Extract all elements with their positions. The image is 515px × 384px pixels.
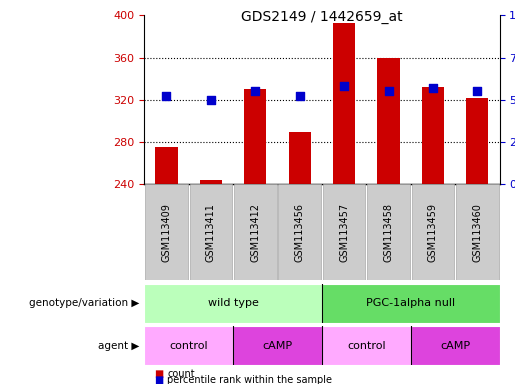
Bar <box>422 87 444 184</box>
Text: GSM113412: GSM113412 <box>250 203 260 262</box>
Bar <box>156 147 178 184</box>
Point <box>207 97 215 103</box>
Text: GSM113460: GSM113460 <box>472 203 483 262</box>
Bar <box>456 184 499 280</box>
Bar <box>200 180 222 184</box>
Bar <box>144 326 233 365</box>
Point <box>251 88 260 94</box>
Text: GSM113411: GSM113411 <box>206 203 216 262</box>
Point <box>473 88 482 94</box>
Text: control: control <box>169 341 208 351</box>
Text: PGC-1alpha null: PGC-1alpha null <box>366 298 455 308</box>
Text: percentile rank within the sample: percentile rank within the sample <box>167 375 332 384</box>
Bar <box>288 131 311 184</box>
Bar <box>322 326 410 365</box>
Text: GSM113456: GSM113456 <box>295 203 305 262</box>
Text: ■: ■ <box>154 369 164 379</box>
Text: ■: ■ <box>154 375 164 384</box>
Bar <box>144 284 322 323</box>
Bar <box>322 284 500 323</box>
Bar <box>333 23 355 184</box>
Point <box>296 93 304 99</box>
Bar <box>323 184 366 280</box>
Bar <box>411 184 454 280</box>
Text: count: count <box>167 369 195 379</box>
Bar <box>244 89 266 184</box>
Text: wild type: wild type <box>208 298 259 308</box>
Text: cAMP: cAMP <box>263 341 293 351</box>
Text: GSM113409: GSM113409 <box>161 203 171 262</box>
Bar <box>233 326 322 365</box>
Point <box>384 88 392 94</box>
Text: GSM113458: GSM113458 <box>384 203 393 262</box>
Point <box>340 83 348 89</box>
Bar <box>411 326 500 365</box>
Point <box>162 93 170 99</box>
Text: GDS2149 / 1442659_at: GDS2149 / 1442659_at <box>241 10 403 23</box>
Bar <box>190 184 232 280</box>
Bar <box>367 184 410 280</box>
Point <box>429 85 437 91</box>
Text: GSM113459: GSM113459 <box>428 203 438 262</box>
Bar <box>377 58 400 184</box>
Text: genotype/variation ▶: genotype/variation ▶ <box>29 298 139 308</box>
Text: cAMP: cAMP <box>440 341 470 351</box>
Bar <box>278 184 321 280</box>
Text: GSM113457: GSM113457 <box>339 203 349 262</box>
Text: agent ▶: agent ▶ <box>98 341 139 351</box>
Text: control: control <box>347 341 386 351</box>
Bar <box>234 184 277 280</box>
Bar <box>145 184 188 280</box>
Bar <box>466 98 488 184</box>
